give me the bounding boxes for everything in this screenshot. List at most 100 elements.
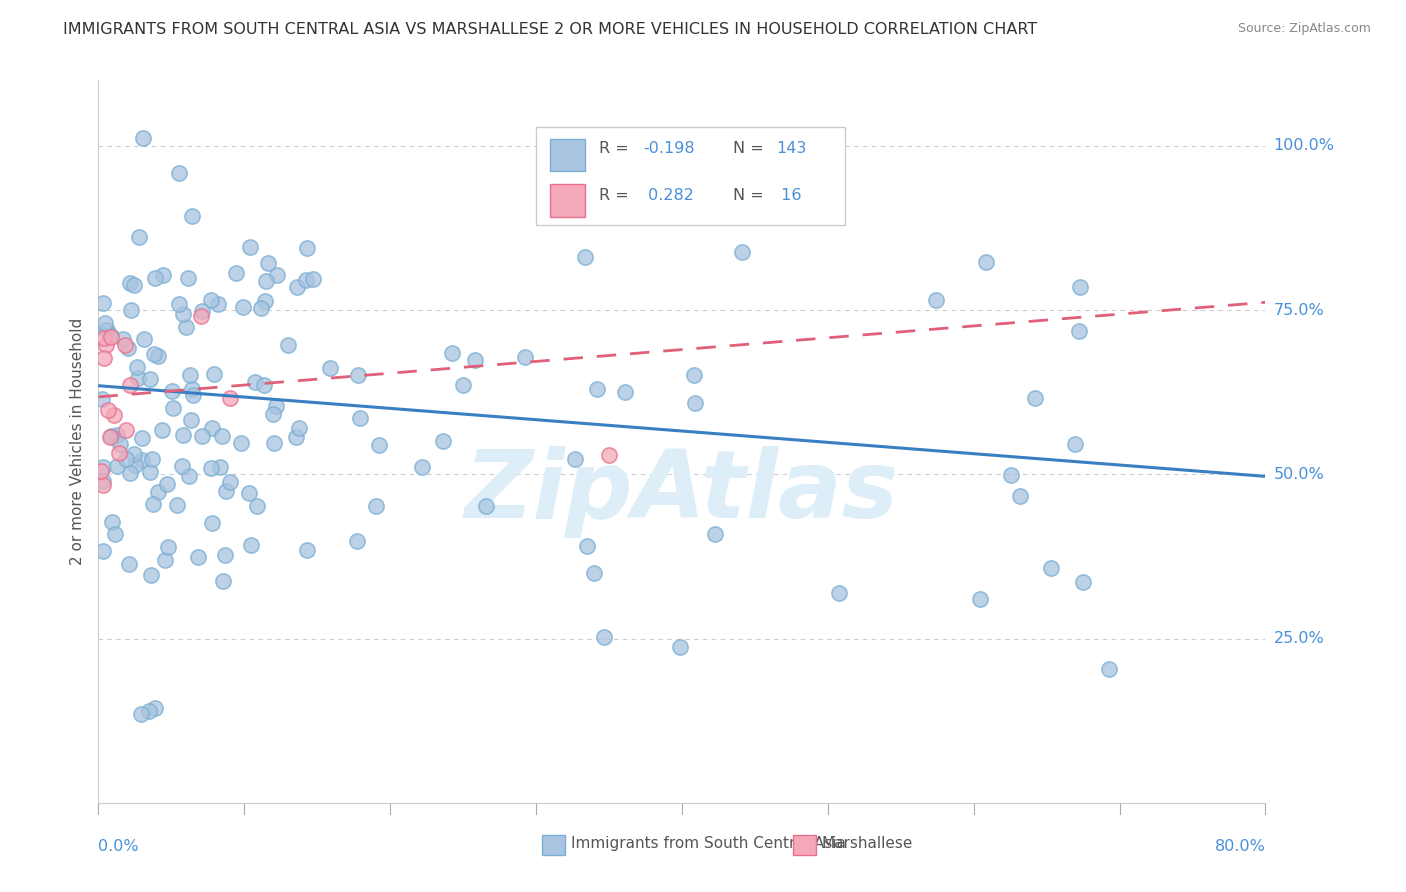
Point	[683, 395, 706, 409]
Text: 50.0%: 50.0%	[1274, 467, 1324, 482]
Point	[166, 499, 188, 513]
Point	[172, 428, 194, 442]
Point	[295, 542, 318, 557]
Point	[180, 413, 202, 427]
Point	[366, 499, 388, 513]
Text: R =: R =	[599, 141, 634, 156]
Point	[174, 320, 197, 334]
Point	[128, 229, 150, 244]
Point	[103, 409, 125, 423]
Point	[152, 268, 174, 283]
Point	[169, 166, 191, 180]
Point	[828, 585, 851, 599]
Text: Immigrants from South Central Asia: Immigrants from South Central Asia	[571, 837, 846, 852]
Point	[105, 428, 128, 442]
Point	[245, 375, 267, 389]
Text: ZipAtlas: ZipAtlas	[465, 446, 898, 538]
Point	[1073, 575, 1095, 590]
Point	[187, 550, 209, 565]
Point	[177, 271, 200, 285]
Text: N =: N =	[734, 188, 769, 203]
Point	[120, 302, 142, 317]
Point	[238, 486, 260, 500]
Point	[239, 538, 262, 552]
FancyBboxPatch shape	[550, 185, 585, 217]
Point	[162, 384, 184, 398]
Point	[254, 294, 277, 309]
Point	[181, 387, 204, 401]
Text: 0.282: 0.282	[644, 188, 695, 203]
Point	[120, 277, 142, 291]
Point	[122, 277, 145, 292]
Point	[201, 516, 224, 530]
Point	[170, 458, 193, 473]
Point	[201, 420, 224, 434]
Point	[225, 266, 247, 280]
Point	[207, 297, 229, 311]
Point	[129, 706, 152, 721]
Point	[90, 464, 112, 478]
Point	[1010, 489, 1032, 503]
Text: 100.0%: 100.0%	[1274, 138, 1334, 153]
Point	[118, 557, 141, 571]
Text: IMMIGRANTS FROM SOUTH CENTRAL ASIA VS MARSHALLESE 2 OR MORE VEHICLES IN HOUSEHOL: IMMIGRANTS FROM SOUTH CENTRAL ASIA VS MA…	[63, 22, 1038, 37]
Point	[93, 478, 115, 492]
Point	[181, 382, 204, 396]
Point	[105, 458, 128, 473]
Point	[254, 274, 277, 288]
Point	[139, 465, 162, 479]
Point	[1000, 468, 1022, 483]
Point	[124, 458, 146, 472]
Point	[515, 351, 537, 365]
Point	[367, 437, 389, 451]
Point	[98, 430, 121, 444]
Point	[100, 330, 122, 344]
Text: 0.0%: 0.0%	[98, 838, 139, 854]
Point	[287, 421, 309, 435]
Point	[295, 273, 318, 287]
Point	[218, 391, 240, 405]
Point	[474, 499, 496, 513]
Point	[451, 377, 474, 392]
Point	[110, 437, 132, 451]
Point	[190, 310, 212, 324]
Point	[145, 700, 167, 714]
Point	[277, 338, 299, 352]
Point	[200, 461, 222, 475]
Point	[146, 350, 169, 364]
Point	[232, 300, 254, 314]
Point	[139, 567, 162, 582]
Point	[211, 429, 233, 443]
Point	[153, 552, 176, 566]
Point	[148, 485, 170, 500]
Point	[162, 401, 184, 415]
Point	[169, 297, 191, 311]
Point	[125, 359, 148, 374]
FancyBboxPatch shape	[536, 128, 845, 225]
Point	[143, 347, 166, 361]
Point	[179, 469, 201, 483]
Point	[253, 378, 276, 392]
Point	[285, 280, 308, 294]
Point	[246, 500, 269, 514]
Point	[117, 341, 139, 355]
Point	[100, 515, 122, 529]
Point	[346, 368, 368, 383]
Point	[1024, 391, 1046, 405]
Point	[157, 540, 180, 554]
Point	[100, 329, 122, 343]
Point	[925, 293, 948, 307]
Point	[115, 451, 138, 466]
Point	[156, 476, 179, 491]
Point	[319, 360, 342, 375]
Point	[219, 475, 242, 489]
Point	[180, 209, 202, 223]
Point	[107, 446, 129, 460]
Text: Marshallese: Marshallese	[823, 837, 914, 852]
Point	[214, 548, 236, 562]
Point	[574, 250, 596, 264]
Point	[94, 323, 117, 337]
Point	[264, 400, 287, 414]
Point	[127, 370, 149, 384]
Point	[349, 411, 371, 425]
